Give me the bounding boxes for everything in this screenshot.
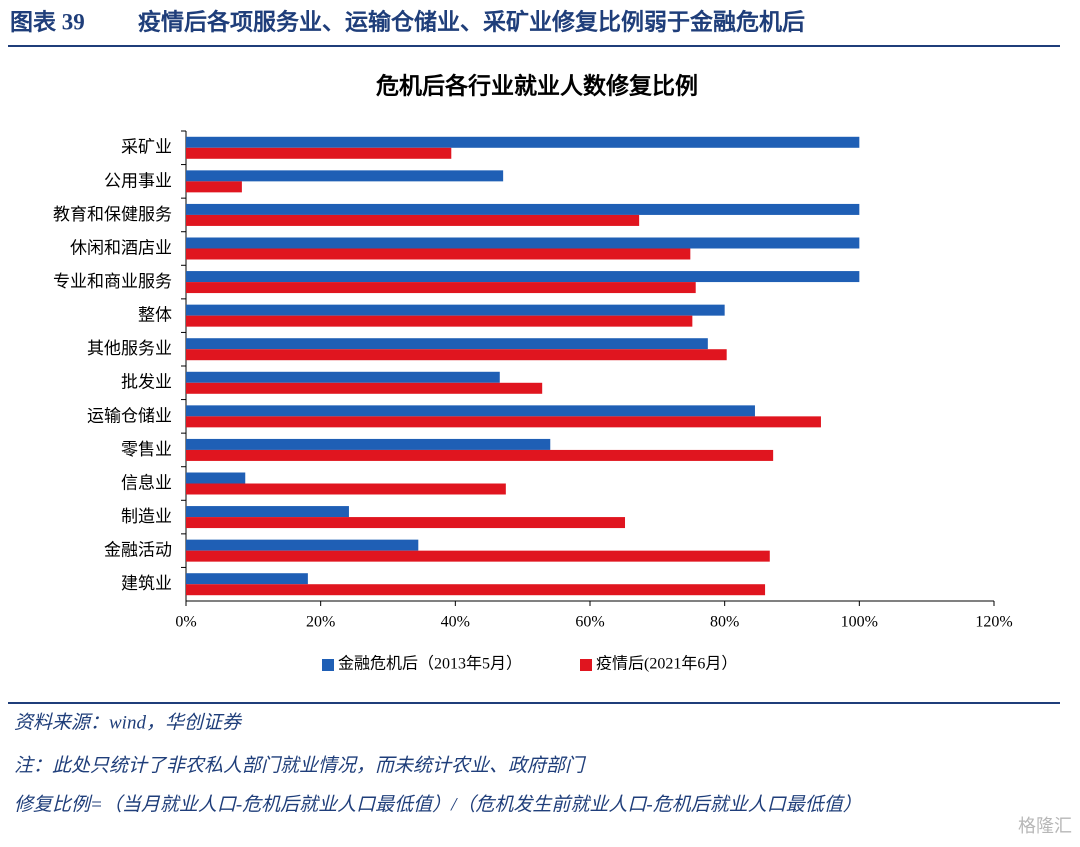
y-tick-label: 建筑业 [121, 574, 172, 593]
x-tick-label: 100% [841, 614, 878, 631]
legend-swatch [322, 659, 334, 671]
y-tick-label: 公用事业 [104, 171, 172, 190]
legend-label: 疫情后(2021年6月） [596, 655, 737, 673]
source-note: 资料来源：wind，华创证券 [14, 711, 243, 733]
bar [186, 483, 506, 495]
bar [186, 382, 543, 394]
x-tick-label: 80% [710, 614, 739, 631]
legend-swatch [580, 659, 592, 671]
bar [186, 304, 725, 316]
bar [186, 170, 504, 182]
bar [186, 237, 860, 249]
y-tick-label: 整体 [138, 306, 172, 325]
y-tick-label: 金融活动 [104, 541, 172, 560]
bar [186, 416, 821, 428]
x-tick-label: 60% [575, 614, 604, 631]
bar [186, 550, 770, 562]
y-tick-label: 信息业 [121, 473, 172, 492]
bar [186, 349, 727, 361]
y-tick-label: 制造业 [121, 507, 172, 526]
bar [186, 517, 626, 529]
y-tick-label: 运输仓储业 [87, 406, 172, 425]
chart-title: 危机后各行业就业人数修复比例 [376, 72, 698, 98]
bar [186, 584, 766, 596]
y-tick-label: 休闲和酒店业 [70, 238, 172, 257]
legend-label: 金融危机后（2013年5月） [338, 655, 522, 673]
bar [186, 438, 551, 450]
bar [186, 506, 349, 518]
bar [186, 371, 500, 383]
bar [186, 472, 246, 484]
bar [186, 248, 691, 260]
y-tick-label: 专业和商业服务 [53, 272, 172, 291]
y-tick-label: 采矿业 [121, 138, 172, 157]
watermark: 格隆汇 [1018, 816, 1072, 836]
bar [186, 338, 708, 350]
bar [186, 214, 640, 226]
bar [186, 573, 308, 585]
bar [186, 136, 860, 148]
bar [186, 282, 696, 294]
bar [186, 539, 419, 551]
y-tick-label: 其他服务业 [87, 339, 172, 358]
bar [186, 181, 242, 193]
y-tick-label: 教育和保健服务 [53, 205, 172, 224]
y-tick-label: 批发业 [121, 373, 172, 392]
x-tick-label: 120% [975, 614, 1012, 631]
note: 修复比例=（当月就业人口-危机后就业人口最低值）/（危机发生前就业人口-危机后就… [14, 793, 862, 815]
bar [186, 449, 774, 461]
bar [186, 271, 860, 283]
header-title: 疫情后各项服务业、运输仓储业、采矿业修复比例弱于金融危机后 [138, 8, 805, 34]
note: 注：此处只统计了非农私人部门就业情况，而未统计农业、政府部门 [14, 754, 587, 776]
x-tick-label: 40% [441, 614, 470, 631]
bar [186, 147, 452, 159]
bar [186, 203, 860, 215]
x-tick-label: 20% [306, 614, 335, 631]
header-label: 图表 39 [10, 9, 85, 34]
bar [186, 315, 693, 327]
x-tick-label: 0% [175, 614, 196, 631]
bar [186, 405, 755, 417]
y-tick-label: 零售业 [121, 440, 172, 459]
